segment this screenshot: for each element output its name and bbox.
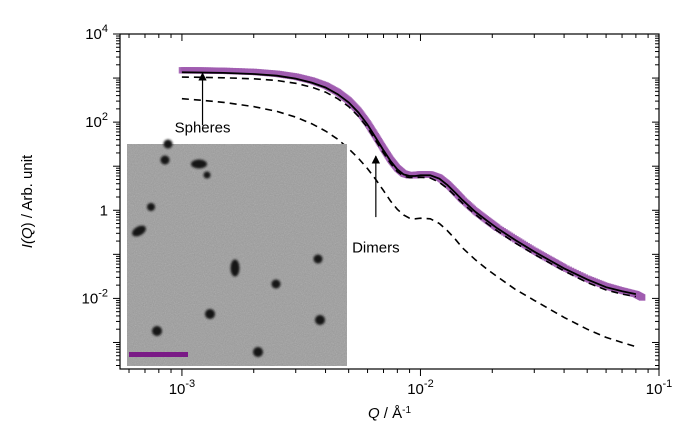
particle-dimer <box>230 259 240 277</box>
x-tick-label: 10-1 <box>646 378 672 398</box>
particle <box>271 279 281 289</box>
x-tick-label: 10-2 <box>407 378 433 398</box>
y-tick-label: 10-2 <box>82 287 108 307</box>
particle <box>315 315 325 325</box>
scale-bar <box>129 352 188 357</box>
particle-dimer <box>132 225 146 237</box>
x-axis-label: Q / Å-1 <box>368 405 412 423</box>
particle <box>203 171 211 179</box>
plot-area-frame <box>119 33 660 370</box>
axis-ticks <box>113 33 660 376</box>
tem-micrograph-inset <box>127 139 347 366</box>
y-tick-label: 1 <box>100 202 108 219</box>
y-axis-label-suffix: ) / Arb. unit <box>19 154 36 227</box>
annotation-spheres: Spheres <box>175 72 231 137</box>
particle <box>147 203 155 211</box>
x-axis-label-symbol: Q <box>368 405 380 422</box>
y-tick-label: 102 <box>85 111 108 131</box>
particle <box>313 254 323 264</box>
x-tick-label: 10-3 <box>169 378 195 398</box>
fit-line-series <box>181 71 637 295</box>
tick-labels: 10-3 10-2 10-1 10-2 1 102 104 <box>82 23 673 398</box>
data-point <box>638 294 646 301</box>
micrograph-grain <box>127 144 347 366</box>
y-axis-label: I(Q) / Arb. unit <box>19 154 36 248</box>
x-axis-label-unit: / Å <box>380 405 403 422</box>
particle <box>205 309 215 319</box>
spheres-dashed-series <box>181 76 637 298</box>
spheres-label: Spheres <box>175 120 231 137</box>
dimers-label: Dimers <box>352 240 400 257</box>
micrograph-particles <box>132 139 325 357</box>
particle <box>152 326 162 336</box>
annotation-dimers: Dimers <box>352 155 400 257</box>
particle <box>160 155 170 165</box>
x-axis-label-exponent: -1 <box>402 405 411 416</box>
y-tick-label: 104 <box>85 23 108 43</box>
particle <box>163 139 173 149</box>
y-axis-label-variable: Q <box>19 227 36 239</box>
particle <box>253 347 263 357</box>
particle-dimer <box>191 159 207 169</box>
y-axis-label-prefix: I( <box>19 237 36 248</box>
